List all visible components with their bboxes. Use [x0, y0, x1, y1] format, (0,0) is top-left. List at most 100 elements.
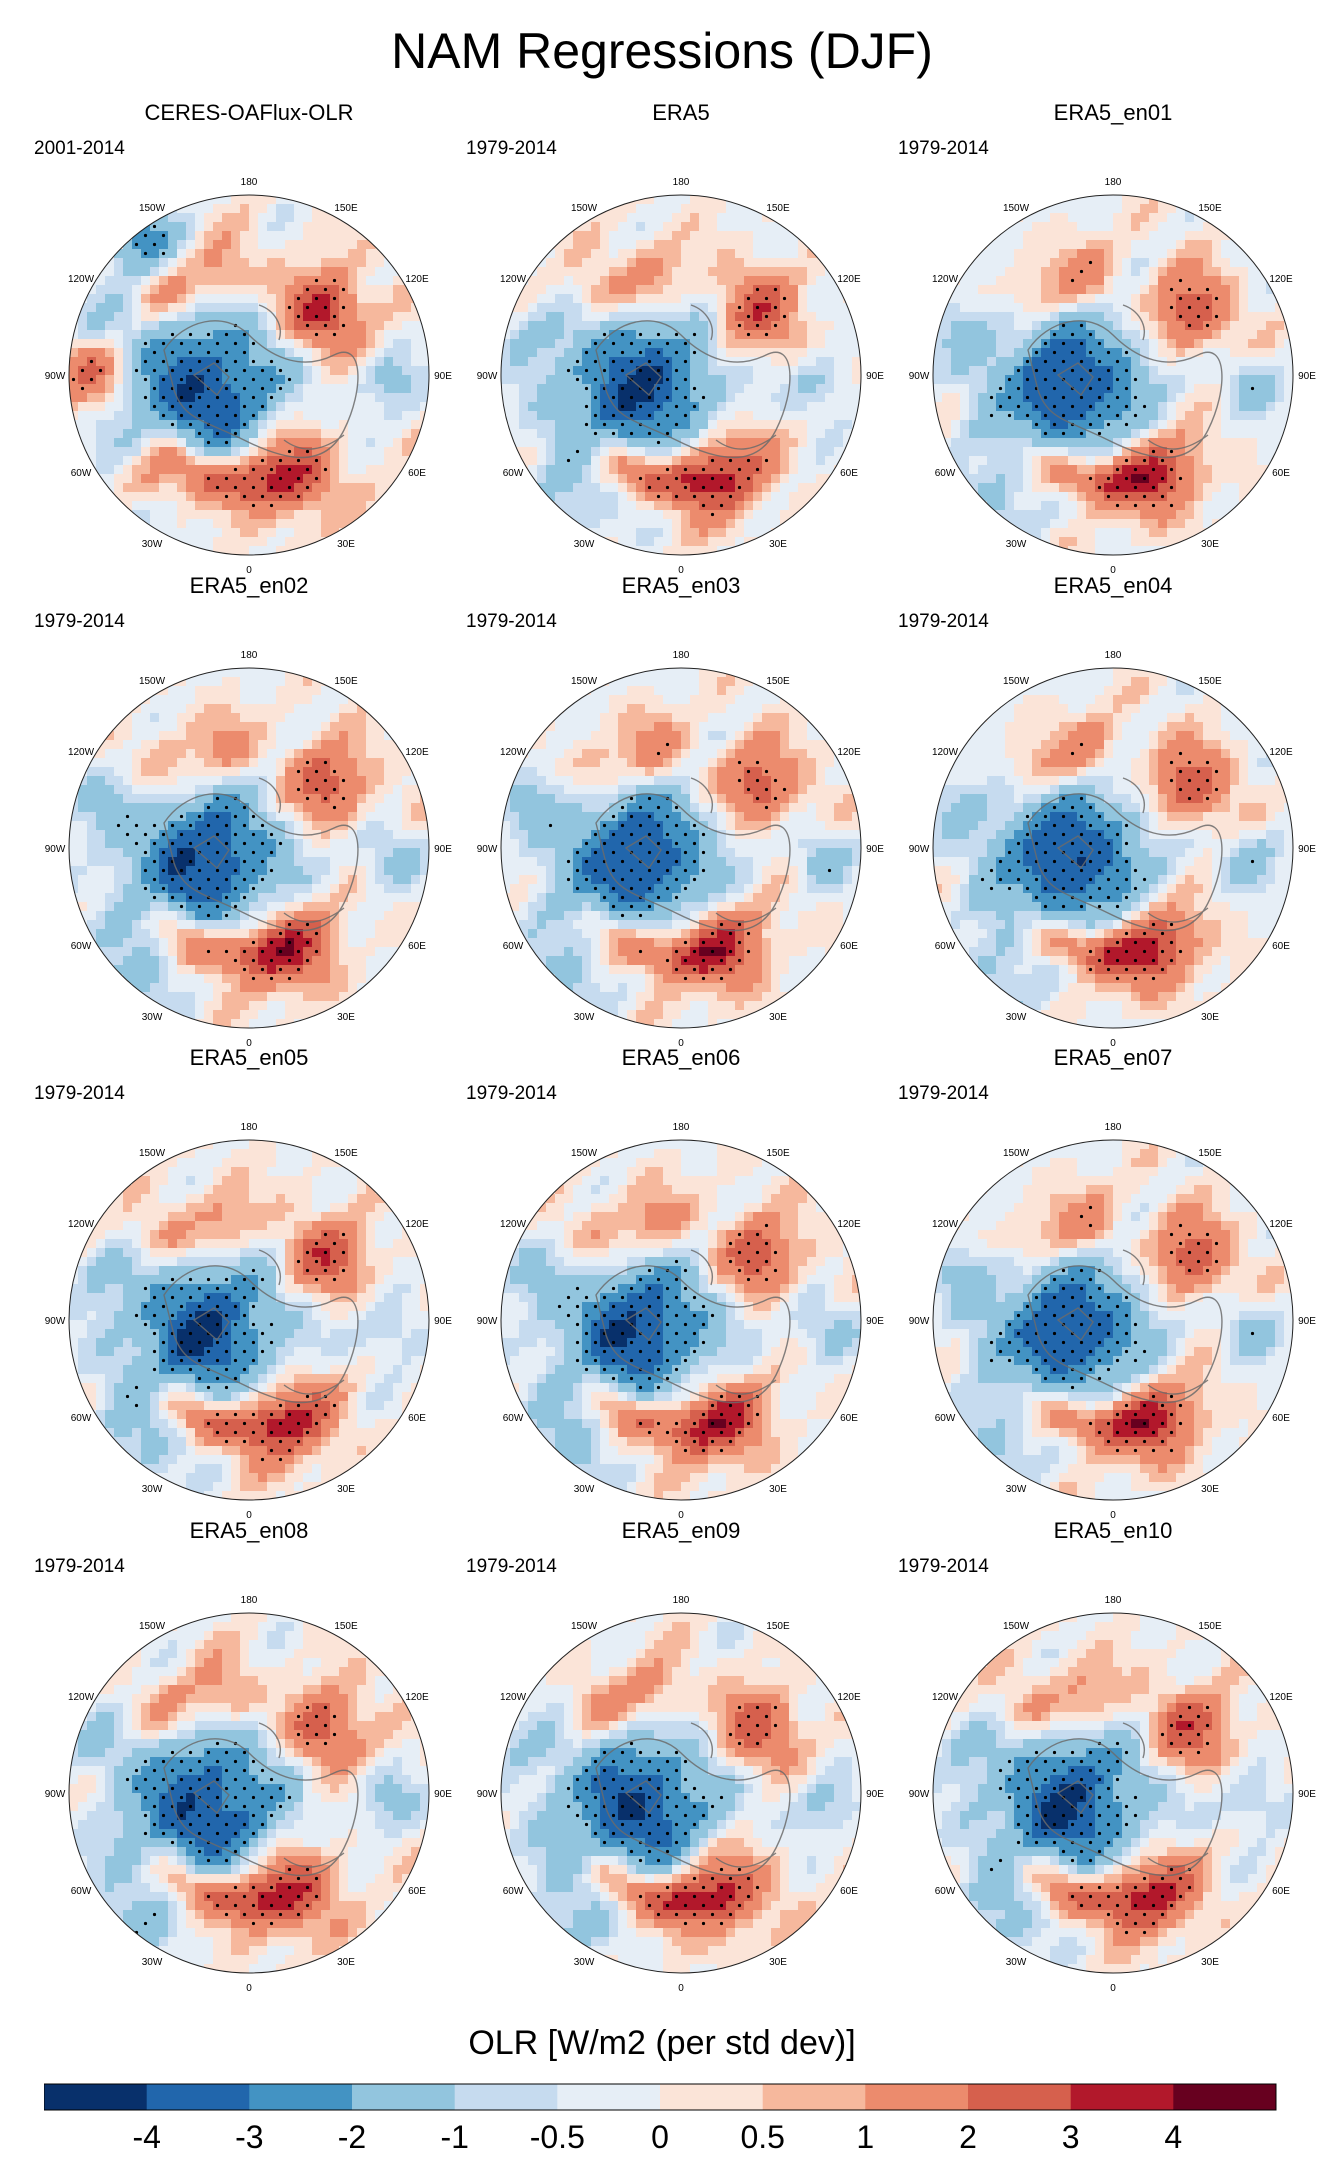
field-cell — [258, 258, 268, 268]
field-cell — [168, 393, 178, 403]
field-cell — [717, 375, 727, 385]
field-cell — [1077, 420, 1087, 430]
field-cell — [1149, 528, 1159, 538]
field-cell — [150, 519, 160, 529]
field-cell — [330, 483, 340, 493]
field-cell — [825, 285, 835, 295]
field-cell — [600, 519, 610, 529]
significance-dot — [575, 377, 580, 382]
field-cell — [1005, 384, 1015, 394]
field-cell — [1140, 528, 1150, 538]
field-cell — [312, 501, 322, 511]
field-cell — [1221, 411, 1231, 421]
field-cell — [1023, 528, 1033, 538]
field-cell — [1077, 294, 1087, 304]
field-cell — [258, 321, 268, 331]
field-cell — [1176, 501, 1186, 511]
field-cell — [348, 456, 358, 466]
field-cell — [123, 875, 133, 885]
field-cell — [168, 483, 178, 493]
field-cell — [1158, 528, 1168, 538]
field-cell — [186, 686, 196, 696]
field-cell — [537, 366, 547, 376]
field-cell — [384, 258, 394, 268]
field-cell — [735, 492, 745, 502]
field-cell — [960, 402, 970, 412]
field-cell — [141, 411, 151, 421]
field-cell — [231, 501, 241, 511]
field-cell — [582, 438, 592, 448]
field-cell — [1068, 393, 1078, 403]
field-cell — [636, 447, 646, 457]
field-cell — [771, 267, 781, 277]
field-cell — [636, 456, 646, 466]
field-cell — [1248, 294, 1258, 304]
field-cell — [780, 357, 790, 367]
field-cell — [519, 447, 529, 457]
field-cell — [69, 339, 79, 349]
field-cell — [114, 393, 124, 403]
field-cell — [1131, 357, 1141, 367]
field-cell — [78, 839, 88, 849]
field-cell — [123, 492, 133, 502]
significance-dot — [224, 823, 229, 828]
field-cell — [1212, 240, 1222, 250]
field-cell — [717, 213, 727, 223]
field-cell — [402, 384, 412, 394]
field-cell — [303, 294, 313, 304]
field-cell — [213, 222, 223, 232]
field-cell — [1014, 411, 1024, 421]
significance-dot — [1061, 341, 1066, 346]
field-cell — [258, 303, 268, 313]
field-cell — [150, 992, 160, 1002]
field-cell — [681, 222, 691, 232]
field-cell — [1059, 204, 1069, 214]
significance-dot — [224, 841, 229, 846]
field-cell — [258, 348, 268, 358]
field-cell — [186, 938, 196, 948]
field-cell — [645, 519, 655, 529]
field-cell — [1050, 411, 1060, 421]
field-cell — [1113, 429, 1123, 439]
field-cell — [546, 456, 556, 466]
field-cell — [177, 294, 187, 304]
field-cell — [168, 803, 178, 813]
longitude-label: 150E — [334, 203, 358, 214]
field-cell — [816, 393, 826, 403]
field-cell — [708, 213, 718, 223]
field-cell — [195, 911, 205, 921]
field-cell — [1185, 519, 1195, 529]
field-cell — [834, 357, 844, 367]
significance-dot — [1115, 485, 1120, 490]
field-cell — [1059, 528, 1069, 538]
field-cell — [1113, 240, 1123, 250]
olr-field — [69, 195, 429, 555]
field-cell — [276, 258, 286, 268]
field-cell — [942, 375, 952, 385]
field-cell — [339, 429, 349, 439]
field-cell — [681, 420, 691, 430]
field-cell — [267, 249, 277, 259]
field-cell — [699, 294, 709, 304]
field-cell — [1104, 501, 1114, 511]
field-cell — [753, 366, 763, 376]
field-cell — [555, 375, 565, 385]
field-cell — [762, 276, 772, 286]
field-cell — [402, 348, 412, 358]
field-cell — [969, 258, 979, 268]
field-cell — [87, 294, 97, 304]
field-cell — [1050, 465, 1060, 475]
field-cell — [1032, 465, 1042, 475]
field-cell — [825, 321, 835, 331]
field-cell — [969, 429, 979, 439]
field-cell — [339, 330, 349, 340]
field-cell — [1032, 438, 1042, 448]
field-cell — [1158, 213, 1168, 223]
field-cell — [1113, 249, 1123, 259]
field-cell — [375, 267, 385, 277]
field-cell — [78, 330, 88, 340]
field-cell — [177, 695, 187, 705]
significance-dot — [143, 359, 148, 364]
field-cell — [1032, 267, 1042, 277]
field-cell — [690, 519, 700, 529]
